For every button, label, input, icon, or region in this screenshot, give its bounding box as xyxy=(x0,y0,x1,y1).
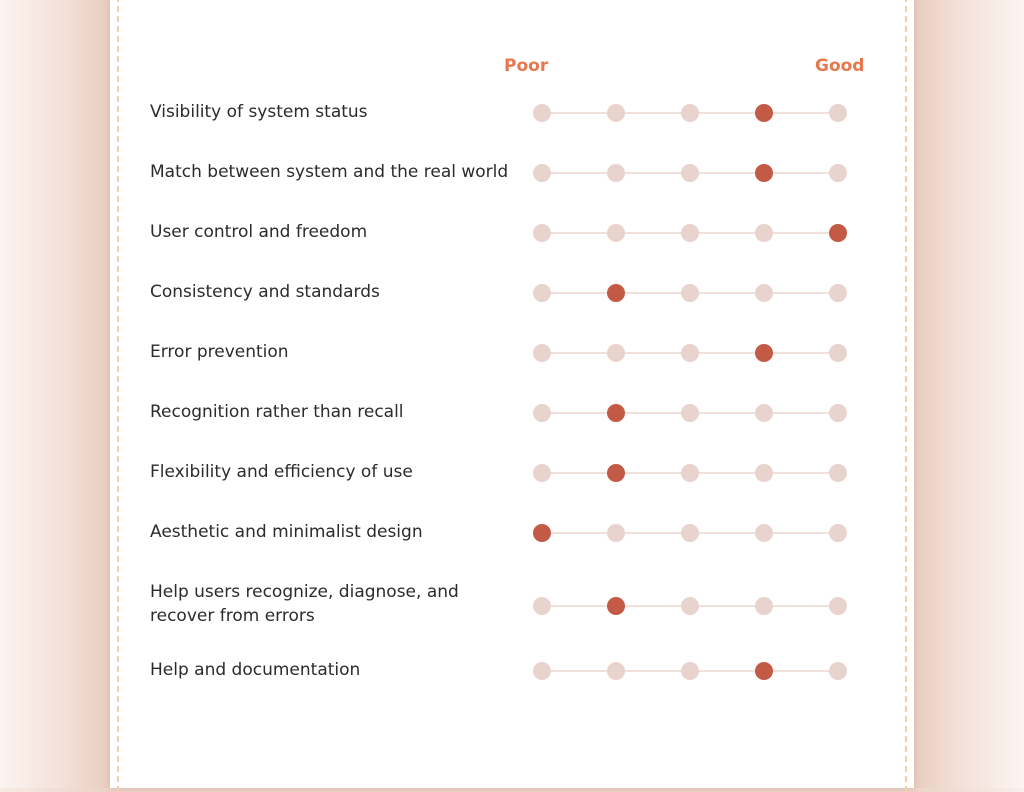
rating-option[interactable] xyxy=(829,662,847,680)
rating-option-selected[interactable] xyxy=(607,597,625,615)
scale-high-label: Good xyxy=(815,56,865,76)
heuristic-label: Consistency and standards xyxy=(150,282,380,302)
rating-option-selected[interactable] xyxy=(755,662,773,680)
rating-option[interactable] xyxy=(681,597,699,615)
rating-option[interactable] xyxy=(755,224,773,242)
rating-option[interactable] xyxy=(607,224,625,242)
scale-low-label: Poor xyxy=(504,56,549,76)
rating-option[interactable] xyxy=(607,524,625,542)
heuristic-label: User control and freedom xyxy=(150,222,368,242)
rating-option[interactable] xyxy=(755,524,773,542)
rating-option[interactable] xyxy=(681,224,699,242)
background-left xyxy=(0,0,110,788)
rating-option[interactable] xyxy=(829,104,847,122)
rating-option-selected[interactable] xyxy=(607,404,625,422)
background-right xyxy=(914,0,1024,788)
rating-option[interactable] xyxy=(681,344,699,362)
rating-option[interactable] xyxy=(755,597,773,615)
rating-scale xyxy=(532,463,847,483)
rating-scale xyxy=(532,661,847,681)
rating-option[interactable] xyxy=(829,464,847,482)
rating-option-selected[interactable] xyxy=(607,284,625,302)
heuristic-label: Help users recognize, diagnose, and reco… xyxy=(150,582,459,626)
heuristic-label: Visibility of system status xyxy=(150,102,368,122)
rating-option[interactable] xyxy=(533,164,551,182)
rating-option[interactable] xyxy=(755,284,773,302)
rating-option[interactable] xyxy=(681,164,699,182)
rating-option[interactable] xyxy=(533,284,551,302)
rating-option[interactable] xyxy=(533,662,551,680)
rating-option-selected[interactable] xyxy=(755,104,773,122)
rating-scale xyxy=(532,596,847,616)
rating-scale xyxy=(532,163,847,183)
rating-option[interactable] xyxy=(607,164,625,182)
rating-scale xyxy=(532,283,847,303)
rating-option[interactable] xyxy=(533,104,551,122)
heuristic-label: Help and documentation xyxy=(150,660,361,680)
rating-option[interactable] xyxy=(681,464,699,482)
rating-option[interactable] xyxy=(533,597,551,615)
heuristic-label: Aesthetic and minimalist design xyxy=(150,522,423,542)
rating-option[interactable] xyxy=(533,404,551,422)
rating-option[interactable] xyxy=(681,284,699,302)
rating-scale xyxy=(532,523,847,543)
rating-option[interactable] xyxy=(829,164,847,182)
rating-option[interactable] xyxy=(533,344,551,362)
rating-option[interactable] xyxy=(755,404,773,422)
rating-option-selected[interactable] xyxy=(533,524,551,542)
rating-option-selected[interactable] xyxy=(607,464,625,482)
rating-option[interactable] xyxy=(681,404,699,422)
rating-scale xyxy=(532,223,847,243)
heuristic-label: Recognition rather than recall xyxy=(150,402,404,422)
rating-option[interactable] xyxy=(533,464,551,482)
rating-scale xyxy=(532,103,847,123)
heuristic-label: Match between system and the real world xyxy=(150,162,509,182)
heuristic-label: Flexibility and efficiency of use xyxy=(150,462,413,482)
rating-option[interactable] xyxy=(607,662,625,680)
evaluation-card: Poor Good Visibility of system status Mat… xyxy=(110,0,914,792)
rating-option[interactable] xyxy=(681,104,699,122)
rating-option[interactable] xyxy=(829,404,847,422)
rating-option-selected[interactable] xyxy=(829,224,847,242)
rating-option[interactable] xyxy=(533,224,551,242)
rating-option[interactable] xyxy=(607,344,625,362)
rating-option[interactable] xyxy=(755,464,773,482)
rating-option[interactable] xyxy=(681,524,699,542)
rating-option[interactable] xyxy=(829,344,847,362)
rating-option[interactable] xyxy=(829,597,847,615)
rating-option-selected[interactable] xyxy=(755,344,773,362)
rating-option-selected[interactable] xyxy=(755,164,773,182)
rating-option[interactable] xyxy=(829,284,847,302)
rating-option[interactable] xyxy=(607,104,625,122)
rating-scale xyxy=(532,343,847,363)
rating-option[interactable] xyxy=(681,662,699,680)
heuristic-label: Error prevention xyxy=(150,342,289,362)
rating-option[interactable] xyxy=(829,524,847,542)
rating-scale xyxy=(532,403,847,423)
